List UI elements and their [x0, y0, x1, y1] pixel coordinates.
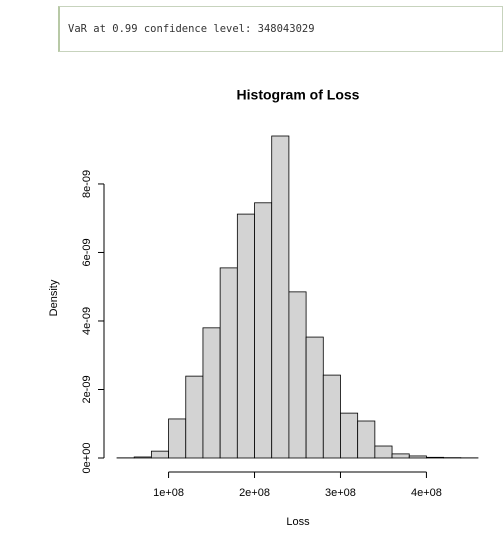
y-axis-label: Density — [48, 279, 60, 316]
bar — [340, 412, 359, 459]
bar — [426, 456, 445, 459]
bar — [254, 202, 273, 459]
bar — [271, 135, 290, 459]
x-axis-label: Loss — [286, 516, 310, 528]
bar — [408, 455, 427, 459]
bar — [150, 450, 169, 459]
x-tick-label: 3e+08 — [325, 487, 356, 499]
bar — [168, 418, 187, 459]
bar — [202, 327, 221, 459]
y-tick-label: 0e+00 — [81, 443, 93, 474]
bar — [236, 213, 255, 459]
y-tick-label: 6e-09 — [81, 238, 93, 266]
x-tick-label: 1e+08 — [153, 487, 184, 499]
x-tick-label: 2e+08 — [239, 487, 270, 499]
chart-title: Histogram of Loss — [237, 87, 360, 103]
y-tick-label: 4e-09 — [81, 307, 93, 335]
output-box: VaR at 0.99 confidence level: 348043029 — [58, 6, 503, 52]
bar — [219, 267, 238, 459]
bar — [322, 374, 341, 459]
bar — [185, 375, 204, 459]
bar — [374, 445, 393, 459]
bar — [391, 453, 410, 459]
output-text: VaR at 0.99 confidence level: 348043029 — [68, 23, 315, 35]
bar — [357, 420, 376, 459]
y-tick-label: 2e-09 — [81, 375, 93, 403]
bar — [133, 456, 152, 459]
x-tick-label: 4e+08 — [411, 487, 442, 499]
y-tick-label: 8e-09 — [81, 170, 93, 198]
bar — [305, 336, 324, 459]
bar — [288, 291, 307, 459]
